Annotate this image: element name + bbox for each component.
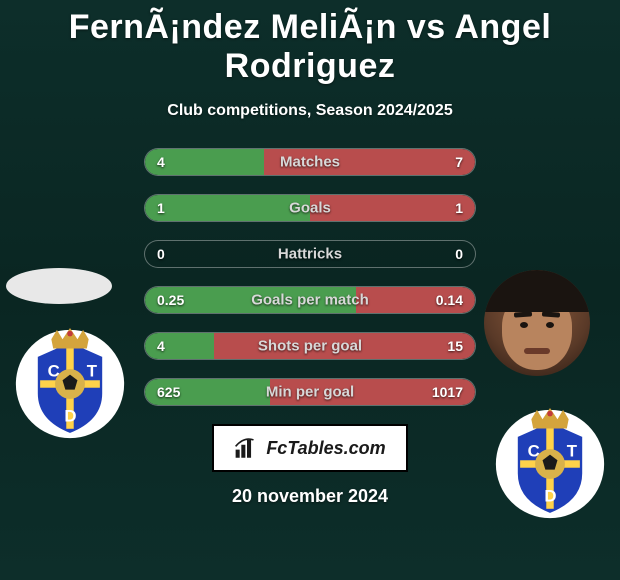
crest-icon: C T D xyxy=(494,408,606,520)
svg-text:C: C xyxy=(528,442,540,461)
stat-row: 11Goals xyxy=(144,194,476,222)
stat-label: Hattricks xyxy=(145,246,475,263)
player-left-club-crest: C T D xyxy=(14,328,126,440)
stat-row: 0.250.14Goals per match xyxy=(144,286,476,314)
stat-bar-left xyxy=(145,333,214,359)
player-left-avatar-placeholder xyxy=(6,268,112,304)
stats-list: 47Matches 11Goals 0 0Hattricks 0.250.14Goals… xyxy=(144,148,476,406)
stat-row: 0 0Hattricks xyxy=(144,240,476,268)
crest-icon: C T D xyxy=(14,328,126,440)
svg-text:D: D xyxy=(544,486,556,505)
stat-bar-left xyxy=(145,195,310,221)
stat-value-left: 0 xyxy=(157,246,165,262)
brand-badge: FcTables.com xyxy=(212,424,408,472)
player-right-avatar xyxy=(484,270,590,376)
subtitle: Club competitions, Season 2024/2025 xyxy=(0,102,620,120)
stat-bar-left xyxy=(145,379,270,405)
svg-text:T: T xyxy=(567,442,578,461)
stat-row: 47Matches xyxy=(144,148,476,176)
stat-bar-right xyxy=(264,149,475,175)
stat-bar-left xyxy=(145,149,264,175)
stat-bar-right xyxy=(310,195,475,221)
face-icon xyxy=(484,270,590,376)
chart-bars-icon xyxy=(234,435,260,461)
stat-bar-left xyxy=(145,287,356,313)
stat-bar-right xyxy=(356,287,475,313)
stat-bar-right xyxy=(270,379,475,405)
page-title: FernÃ¡ndez MeliÃ¡n vs Angel Rodriguez xyxy=(0,0,620,86)
player-right-club-crest: C T D xyxy=(494,408,606,520)
comparison-container: C T D C T D 47Matc xyxy=(0,148,620,507)
brand-text: FcTables.com xyxy=(266,438,385,459)
stat-value-right: 0 xyxy=(455,246,463,262)
stat-bar-right xyxy=(214,333,475,359)
svg-text:D: D xyxy=(64,406,76,425)
stat-row: 6251017Min per goal xyxy=(144,378,476,406)
stat-row: 415Shots per goal xyxy=(144,332,476,360)
svg-text:T: T xyxy=(87,362,98,381)
svg-text:C: C xyxy=(48,362,60,381)
